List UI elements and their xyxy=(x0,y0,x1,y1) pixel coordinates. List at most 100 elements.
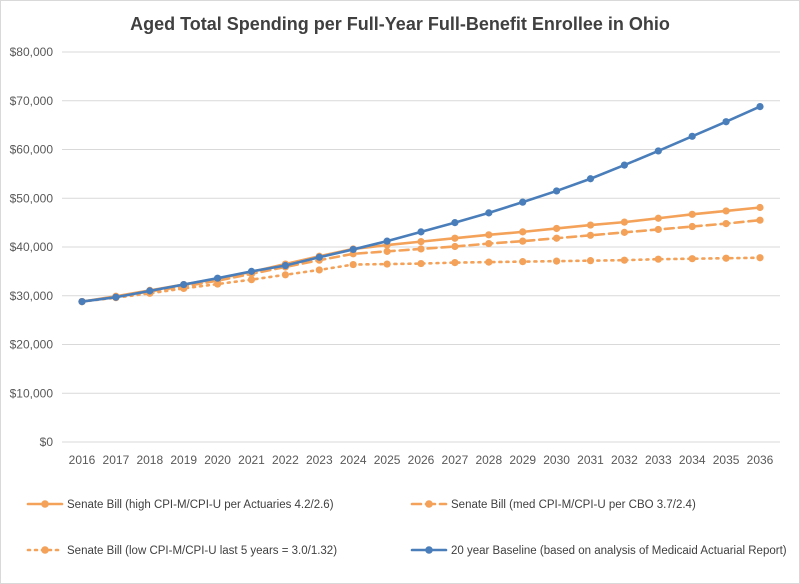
data-point xyxy=(451,219,459,227)
x-tick-label: 2025 xyxy=(374,453,401,467)
data-point xyxy=(349,245,357,254)
data-point xyxy=(553,187,561,195)
data-point xyxy=(417,228,425,236)
data-point xyxy=(756,254,764,262)
data-point xyxy=(146,287,154,295)
x-tick-label: 2031 xyxy=(577,453,604,467)
x-tick-label: 2023 xyxy=(306,453,333,467)
data-point xyxy=(112,293,120,301)
data-point xyxy=(247,267,256,275)
y-tick-label: $50,000 xyxy=(10,191,54,205)
x-tick-label: 2036 xyxy=(747,453,774,467)
legend-marker xyxy=(425,546,433,554)
data-point xyxy=(722,220,730,228)
data-point xyxy=(214,280,222,288)
y-tick-label: $40,000 xyxy=(10,240,54,254)
series-lines xyxy=(78,103,764,306)
data-point xyxy=(281,271,289,279)
data-point xyxy=(586,257,595,265)
legend-label: Senate Bill (high CPI-M/CPI-U per Actuar… xyxy=(67,499,334,511)
legend-marker xyxy=(425,500,433,508)
y-tick-label: $20,000 xyxy=(10,338,54,352)
data-point xyxy=(519,198,527,206)
x-tick-label: 2029 xyxy=(509,453,536,467)
x-tick-label: 2030 xyxy=(543,453,570,467)
data-point xyxy=(654,255,662,263)
series-line-3 xyxy=(80,256,762,303)
x-axis-ticks: 2016 2017 2018 2019 2020 2021 2022 2023 2024 2025… xyxy=(69,453,774,467)
data-point xyxy=(451,242,459,251)
data-point xyxy=(383,237,391,245)
y-tick-label: $80,000 xyxy=(10,45,54,59)
data-point xyxy=(688,132,696,140)
y-tick-label: $10,000 xyxy=(10,386,54,400)
data-point xyxy=(586,175,595,183)
data-point xyxy=(722,118,730,126)
data-point xyxy=(485,209,493,217)
y-tick-label: $60,000 xyxy=(10,143,54,157)
x-tick-label: 2032 xyxy=(611,453,638,467)
x-tick-label: 2034 xyxy=(679,453,706,467)
legend-marker xyxy=(41,546,49,554)
data-point xyxy=(722,254,730,262)
data-point xyxy=(383,247,391,255)
data-point xyxy=(688,255,696,263)
data-point xyxy=(451,234,459,242)
legend-label: Senate Bill (med CPI-M/CPI-U per CBO 3.7… xyxy=(451,499,696,511)
data-point xyxy=(519,237,527,245)
data-point xyxy=(553,234,561,242)
legend-marker xyxy=(41,500,49,508)
data-point xyxy=(214,274,222,282)
data-point xyxy=(417,238,425,246)
data-point xyxy=(586,231,595,239)
x-tick-label: 2019 xyxy=(170,453,197,467)
legend-label: Senate Bill (low CPI-M/CPI-U last 5 year… xyxy=(67,545,337,557)
data-point xyxy=(553,224,561,233)
data-point xyxy=(383,260,391,268)
x-tick-label: 2016 xyxy=(69,453,96,467)
data-point xyxy=(756,216,764,224)
data-point xyxy=(281,261,289,270)
x-tick-label: 2022 xyxy=(272,453,299,467)
data-point xyxy=(247,276,256,284)
data-point xyxy=(586,221,595,229)
x-tick-label: 2021 xyxy=(238,453,265,467)
data-point xyxy=(315,253,323,261)
chart-title: Aged Total Spending per Full-Year Full-B… xyxy=(130,14,670,34)
y-tick-label: $0 xyxy=(40,435,54,449)
data-point xyxy=(756,103,764,111)
y-tick-label: $70,000 xyxy=(10,94,54,108)
legend-label: 20 year Baseline (based on analysis of M… xyxy=(451,545,787,557)
data-point xyxy=(756,203,764,212)
data-point xyxy=(620,256,629,264)
data-point xyxy=(654,225,662,234)
data-point xyxy=(78,298,86,306)
data-point xyxy=(654,214,662,222)
data-point xyxy=(485,239,493,248)
x-tick-label: 2028 xyxy=(475,453,502,467)
x-tick-label: 2020 xyxy=(204,453,231,467)
data-point xyxy=(620,218,629,226)
data-point xyxy=(485,231,493,239)
legend: Senate Bill (high CPI-M/CPI-U per Actuar… xyxy=(26,499,787,557)
data-point xyxy=(417,245,425,253)
x-tick-label: 2035 xyxy=(713,453,740,467)
data-point xyxy=(485,258,493,266)
data-point xyxy=(519,258,527,266)
data-point xyxy=(620,161,629,169)
data-point xyxy=(688,210,696,218)
x-tick-label: 2018 xyxy=(136,453,163,467)
x-tick-label: 2027 xyxy=(442,453,469,467)
data-point xyxy=(688,222,696,231)
data-point xyxy=(722,207,730,215)
series-line-4 xyxy=(80,105,762,303)
data-point xyxy=(180,280,188,289)
data-point xyxy=(553,257,561,265)
x-tick-label: 2026 xyxy=(408,453,435,467)
data-point xyxy=(315,266,323,274)
data-point xyxy=(519,228,527,236)
y-tick-label: $30,000 xyxy=(10,289,54,303)
data-point xyxy=(654,147,662,155)
data-point xyxy=(349,260,357,269)
